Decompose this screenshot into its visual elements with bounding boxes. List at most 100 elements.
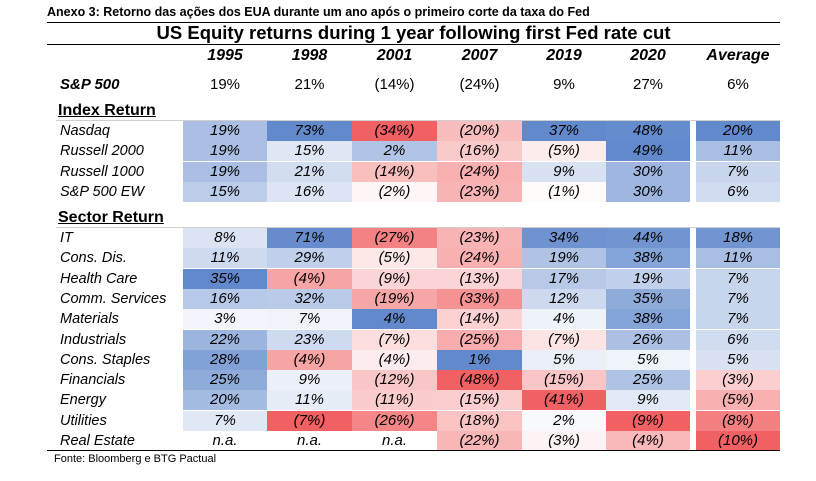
row-label: Materials — [60, 311, 119, 328]
value-cell: 23% — [267, 329, 352, 350]
value-cell: 30% — [606, 181, 690, 202]
sector-row: Comm. Services 16% 32% (19%) (33%) 12% 35% 7% — [0, 288, 816, 309]
value-cell: (26%) — [352, 410, 437, 431]
value-cell: 2% — [522, 410, 606, 431]
value-cell: (12%) — [352, 370, 437, 391]
value-cell: 19% — [522, 248, 606, 269]
value-cell: 19% — [209, 76, 241, 93]
value-cell: 21% — [294, 76, 325, 93]
value-cell: 73% — [267, 121, 352, 141]
value-cell: 37% — [522, 121, 606, 141]
value-cell: 9% — [267, 370, 352, 391]
value-cell: (4%) — [267, 349, 352, 370]
value-cell: (1%) — [522, 181, 606, 202]
sector-section-heading: Sector Return — [0, 208, 816, 228]
value-cell: (20%) — [437, 121, 522, 141]
value-cell: 19% — [183, 161, 267, 182]
sector-row: IT 8% 71% (27%) (23%) 34% 44% 18% — [0, 228, 816, 248]
sp500-row: S&P 500 19% 21% (14%) (24%) 9% 27% 6% — [0, 75, 816, 95]
average-cell: 5% — [696, 349, 780, 370]
value-cell: 11% — [267, 390, 352, 411]
value-cell: (22%) — [437, 431, 522, 451]
value-cell: (15%) — [522, 370, 606, 391]
source-note: Fonte: Bloomberg e BTG Pactual — [54, 453, 217, 465]
value-cell: (19%) — [352, 288, 437, 309]
value-cell: 44% — [606, 228, 690, 248]
value-cell: (41%) — [522, 390, 606, 411]
sector-row: Real Estate n.a. n.a. n.a. (22%) (3%) (4%) (10%… — [0, 431, 816, 451]
value-cell: 12% — [522, 288, 606, 309]
value-cell: 49% — [606, 141, 690, 162]
value-cell: 8% — [183, 228, 267, 248]
value-cell: (18%) — [437, 410, 522, 431]
value-cell: (11%) — [352, 390, 437, 411]
value-cell: 5% — [606, 349, 690, 370]
average-cell: 6% — [696, 181, 780, 202]
value-cell: 35% — [183, 268, 267, 289]
row-label: Russell 1000 — [60, 163, 144, 180]
value-cell: 30% — [606, 161, 690, 182]
value-cell: 29% — [267, 248, 352, 269]
value-cell: 48% — [606, 121, 690, 141]
value-cell: n.a. — [212, 432, 238, 449]
sector-row: Cons. Dis. 11% 29% (5%) (24%) 19% 38% 11% — [0, 248, 816, 269]
average-cell: 18% — [696, 228, 780, 248]
value-cell: 5% — [522, 349, 606, 370]
sector-row: Financials 25% 9% (12%) (48%) (15%) 25% (3%) — [0, 370, 816, 391]
row-label: Health Care — [60, 270, 138, 287]
table-title: US Equity returns during 1 year followin… — [156, 22, 671, 43]
value-cell: 4% — [522, 309, 606, 330]
section-divider — [56, 227, 780, 228]
value-cell: 9% — [606, 390, 690, 411]
value-cell: 9% — [553, 76, 575, 93]
value-cell: (13%) — [437, 268, 522, 289]
value-cell: 35% — [606, 288, 690, 309]
value-cell: 2% — [352, 141, 437, 162]
value-cell: 22% — [183, 329, 267, 350]
value-cell: 2020 — [630, 47, 666, 64]
value-cell: 28% — [183, 349, 267, 370]
average-cell: 7% — [696, 309, 780, 330]
average-cell: 20% — [696, 121, 780, 141]
value-cell: 25% — [183, 370, 267, 391]
average-cell: 7% — [696, 268, 780, 289]
value-cell: 9% — [522, 161, 606, 182]
average-cell: 11% — [696, 141, 780, 162]
value-cell: (16%) — [437, 141, 522, 162]
average-cell: 11% — [696, 248, 780, 269]
value-cell: (3%) — [522, 431, 606, 451]
value-cell: (24%) — [459, 76, 500, 93]
value-cell: (9%) — [352, 268, 437, 289]
value-cell: (4%) — [352, 349, 437, 370]
value-cell: 25% — [606, 370, 690, 391]
index-section-heading: Index Return — [0, 101, 816, 121]
bottom-rule — [47, 450, 780, 451]
average-cell: 7% — [696, 161, 780, 182]
row-label: Energy — [60, 392, 106, 409]
row-label: Utilities — [60, 412, 107, 429]
title-rule — [47, 44, 780, 45]
section-divider — [56, 120, 780, 121]
value-cell: (7%) — [522, 329, 606, 350]
average-cell: 6% — [696, 329, 780, 350]
average-cell: 6% — [727, 76, 749, 93]
value-cell: 3% — [183, 309, 267, 330]
value-cell: 2019 — [546, 47, 582, 64]
value-cell: 38% — [606, 248, 690, 269]
value-cell: 71% — [267, 228, 352, 248]
sector-row: Cons. Staples 28% (4%) (4%) 1% 5% 5% 5% — [0, 349, 816, 370]
value-cell: n.a. — [296, 432, 323, 449]
value-cell: 17% — [522, 268, 606, 289]
index-row: S&P 500 EW 15% 16% (2%) (23%) (1%) 30% 6% — [0, 181, 816, 202]
value-cell: 2007 — [461, 47, 498, 64]
annex-title: Anexo 3: Retorno das ações dos EUA duran… — [47, 5, 590, 19]
value-cell: 27% — [632, 76, 664, 93]
value-cell: (5%) — [522, 141, 606, 162]
value-cell: (23%) — [437, 228, 522, 248]
row-label: Russell 2000 — [60, 143, 144, 160]
value-cell: 15% — [183, 181, 267, 202]
value-cell: (33%) — [437, 288, 522, 309]
value-cell: (9%) — [606, 410, 690, 431]
column-header-row: 1995 1998 2001 2007 2019 2020 Average — [0, 46, 816, 66]
value-cell: 20% — [183, 390, 267, 411]
